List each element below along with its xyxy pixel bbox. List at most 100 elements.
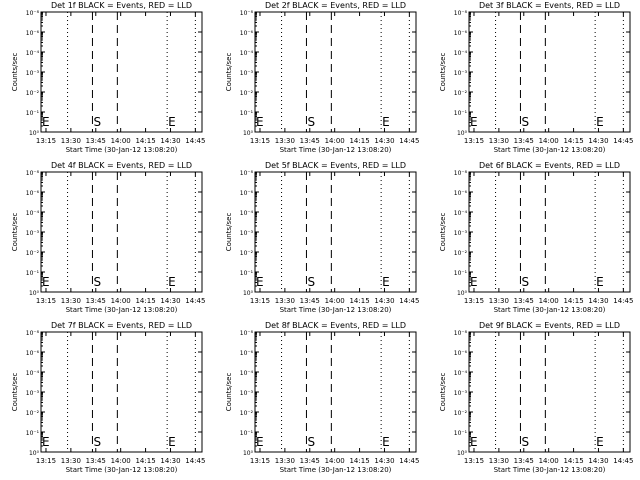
y-axis-label: Counts/sec: [11, 213, 19, 252]
plot-frame: [254, 331, 417, 453]
y-tick-label: 10⁻⁴: [240, 50, 254, 57]
x-tick-label: 14:15: [563, 457, 583, 465]
y-tick-label: 10⁻⁸: [454, 10, 468, 17]
panel-title: Det 9f BLACK = Events, RED = LLD: [479, 321, 620, 330]
y-tick-label: 10⁻¹: [26, 430, 40, 437]
y-tick-label: 10⁰: [29, 130, 40, 137]
detector-panel-8: Det 8f BLACK = Events, RED = LLD 10⁰ 10⁻¹ 1…: [225, 321, 419, 474]
y-tick-label: 10⁰: [457, 450, 468, 457]
x-tick-label: 14:15: [135, 457, 155, 465]
y-tick-label: 10⁻⁸: [240, 170, 254, 177]
y-axis-label: Counts/sec: [439, 53, 447, 92]
y-tick-label: 10⁻⁴: [454, 210, 468, 217]
x-tick-label: 13:15: [464, 457, 484, 465]
x-tick-label: 13:45: [514, 137, 534, 145]
x-axis-label: Start Time (30-Jan-12 13:08:20): [66, 466, 178, 474]
x-tick-label: 13:15: [36, 137, 56, 145]
x-tick-label: 14:15: [349, 297, 369, 305]
panel-title: Det 6f BLACK = Events, RED = LLD: [479, 161, 620, 170]
x-tick-label: 13:30: [61, 457, 81, 465]
y-tick-label: 10⁻⁴: [454, 370, 468, 377]
x-tick-label: 13:45: [300, 297, 320, 305]
x-axis-label: Start Time (30-Jan-12 13:08:20): [280, 466, 392, 474]
y-tick-label: 10⁻¹: [454, 430, 468, 437]
y-tick-label: 10⁻¹: [26, 270, 40, 277]
x-tick-label: 13:45: [300, 457, 320, 465]
y-tick-label: 10⁻⁴: [26, 370, 40, 377]
y-tick-label: 10⁰: [243, 290, 254, 297]
x-tick-label: 14:15: [349, 137, 369, 145]
marker-E: E: [256, 435, 264, 449]
x-tick-label: 14:45: [399, 457, 419, 465]
y-tick-label: 10⁻⁴: [240, 210, 254, 217]
detector-panel-9: Det 9f BLACK = Events, RED = LLD 10⁰ 10⁻¹ 1…: [439, 321, 633, 474]
x-tick-label: 14:15: [135, 137, 155, 145]
plot-frame: [40, 171, 203, 293]
x-tick-label: 13:30: [489, 137, 509, 145]
detector-panel-3: Det 3f BLACK = Events, RED = LLD 10⁰ 10⁻¹ 1…: [439, 1, 633, 154]
y-tick-label: 10⁻³: [26, 230, 40, 237]
y-tick-label: 10⁻³: [240, 70, 254, 77]
plot-frame: [468, 171, 631, 293]
x-tick-label: 14:00: [111, 137, 131, 145]
y-tick-label: 10⁻⁶: [454, 350, 468, 357]
y-tick-label: 10⁻⁶: [26, 350, 40, 357]
y-tick-label: 10⁻³: [240, 390, 254, 397]
marker-E: E: [470, 435, 478, 449]
x-tick-label: 13:45: [86, 137, 106, 145]
y-axis-label: Counts/sec: [439, 213, 447, 252]
x-tick-label: 14:45: [185, 137, 205, 145]
plot-frame: [40, 11, 203, 133]
x-tick-label: 13:45: [514, 457, 534, 465]
marker-S: S: [307, 435, 315, 449]
marker-E: E: [470, 115, 478, 129]
y-tick-label: 10⁻⁶: [454, 190, 468, 197]
marker-S: S: [521, 435, 529, 449]
y-tick-label: 10⁻³: [240, 230, 254, 237]
x-tick-label: 14:30: [374, 137, 394, 145]
x-tick-label: 13:15: [250, 297, 270, 305]
y-tick-label: 10⁻⁸: [240, 330, 254, 337]
detector-panel-4: Det 4f BLACK = Events, RED = LLD 10⁰ 10⁻¹ 1…: [11, 161, 205, 314]
marker-E: E: [256, 115, 264, 129]
x-tick-label: 13:30: [275, 457, 295, 465]
panel-title: Det 7f BLACK = Events, RED = LLD: [51, 321, 192, 330]
x-tick-label: 14:00: [539, 137, 559, 145]
x-tick-label: 14:15: [563, 137, 583, 145]
y-axis-label: Counts/sec: [439, 373, 447, 412]
marker-S: S: [521, 275, 529, 289]
x-tick-label: 13:15: [250, 457, 270, 465]
y-tick-label: 10⁰: [29, 290, 40, 297]
marker-E: E: [168, 115, 176, 129]
x-tick-label: 13:30: [489, 457, 509, 465]
y-tick-label: 10⁰: [243, 450, 254, 457]
y-tick-label: 10⁻⁸: [26, 10, 40, 17]
x-tick-label: 13:30: [275, 297, 295, 305]
marker-S: S: [93, 275, 101, 289]
marker-E: E: [470, 275, 478, 289]
x-tick-label: 14:00: [325, 457, 345, 465]
y-tick-label: 10⁻¹: [240, 430, 254, 437]
x-tick-label: 13:30: [61, 297, 81, 305]
plot-frame: [468, 331, 631, 453]
y-tick-label: 10⁻¹: [26, 110, 40, 117]
x-tick-label: 14:45: [399, 297, 419, 305]
x-tick-label: 13:45: [514, 297, 534, 305]
y-tick-label: 10⁻²: [454, 410, 468, 417]
panel-title: Det 4f BLACK = Events, RED = LLD: [51, 161, 192, 170]
x-tick-label: 13:15: [464, 137, 484, 145]
marker-E: E: [382, 435, 390, 449]
marker-E: E: [382, 275, 390, 289]
x-tick-label: 13:15: [464, 297, 484, 305]
x-tick-label: 14:45: [185, 457, 205, 465]
x-tick-label: 14:30: [374, 297, 394, 305]
x-tick-label: 14:30: [160, 137, 180, 145]
marker-S: S: [93, 435, 101, 449]
x-tick-label: 14:30: [160, 457, 180, 465]
y-tick-label: 10⁻⁴: [26, 210, 40, 217]
detector-panel-6: Det 6f BLACK = Events, RED = LLD 10⁰ 10⁻¹ 1…: [439, 161, 633, 314]
panel-title: Det 5f BLACK = Events, RED = LLD: [265, 161, 406, 170]
y-tick-label: 10⁻⁶: [454, 30, 468, 37]
plot-frame: [254, 171, 417, 293]
x-tick-label: 14:45: [613, 137, 633, 145]
